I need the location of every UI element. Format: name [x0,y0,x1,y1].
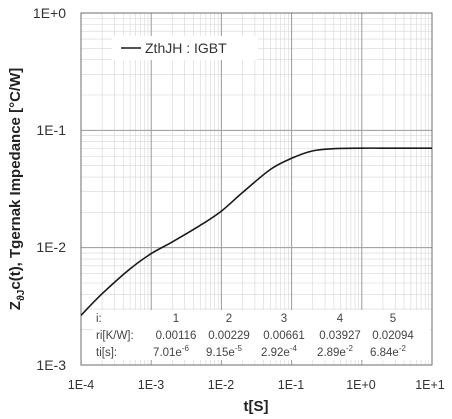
x-tick-label: 1E-3 [138,378,164,392]
y-tick-label: 1E-2 [36,239,66,255]
y-tick-labels: 1E+0 1E-1 1E-2 1E-3 [33,5,66,373]
x-axis-label: t[S] [244,398,269,415]
ri-value: 0.02094 [372,330,414,342]
param-table-box [94,310,430,360]
legend: ZthJH : IGBT [112,36,258,60]
param-index-label: 3 [281,313,287,325]
param-index-label: 2 [226,313,232,325]
y-tick-label: 1E-3 [36,357,66,373]
y-axis-label: ZϑJc(t), Tgernak Impedance [°C/W] [7,68,27,310]
y-axis-label-z: Z [7,301,24,310]
ri-value: 0.00116 [156,330,197,342]
series-layer [80,147,432,316]
param-index-label: 4 [337,313,344,325]
minor-grid [81,13,432,365]
series-line-zthjh-igbt [80,147,432,316]
x-tick-labels: 1E-4 1E-3 1E-2 1E-1 1E+0 1E+1 [68,378,445,392]
ri-value: 0.00661 [263,330,305,342]
y-axis-label-rest: c(t), Tgernak Impedance [°C/W] [7,68,24,290]
x-tick-label: 1E+1 [415,378,445,392]
x-tick-label: 1E-1 [278,378,304,392]
legend-entry-label: ZthJH : IGBT [145,40,227,56]
ti-value: 9.15e-5 [206,344,242,359]
ri-value: 0.00229 [208,330,250,342]
plot-frame [80,12,433,366]
ti-value: 7.01e-6 [153,344,189,359]
ri-row-label: ri[K/W]: [96,330,134,342]
x-tick-label: 1E-4 [68,378,94,392]
ti-value: 2.92e-4 [261,344,297,359]
x-tick-label: 1E+0 [346,378,376,392]
thermal-parameter-table: i: ri[K/W]: ti[s]: 1 2 3 4 5 0.00116 0.00229 0.… [94,310,430,360]
ti-row-label: ti[s]: [96,347,117,359]
param-index-label: 1 [173,313,179,325]
y-tick-label: 1E+0 [33,5,66,21]
param-table-header-label: i: [96,313,102,325]
ri-value: 0.03927 [319,330,361,342]
ti-value: 2.89e-2 [317,344,353,359]
y-tick-label: 1E-1 [36,122,66,138]
x-tick-label: 1E-2 [208,378,234,392]
ti-value: 6.84e-2 [370,344,406,359]
y-axis-label-subscript: ϑJ [16,290,27,301]
param-index-label: 5 [390,313,396,325]
